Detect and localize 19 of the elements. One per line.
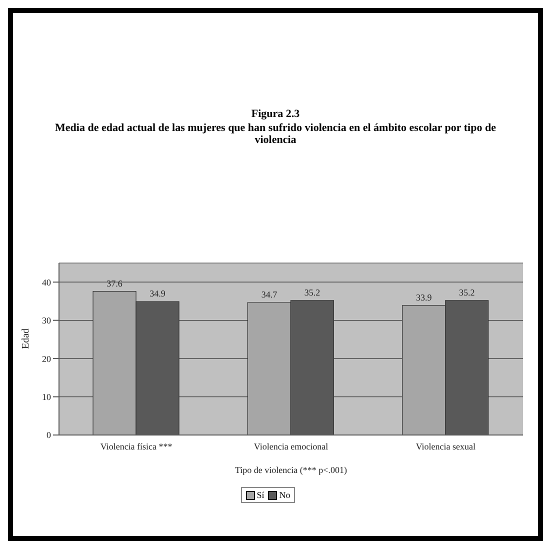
x-tick-label: Violencia física *** <box>100 441 173 452</box>
x-tick-label: Violencia emocional <box>254 441 329 452</box>
chart-subtitle: Media de edad actual de las mujeres que han sufrido violencia en el ámbito escolar por tipo de violencia <box>54 122 497 146</box>
data-label: 35.2 <box>304 287 320 298</box>
legend-label: Sí <box>256 490 264 500</box>
y-tick-label: 10 <box>42 392 52 402</box>
legend-label: No <box>278 490 290 500</box>
y-tick-label: 20 <box>42 354 52 364</box>
data-label: 35.2 <box>458 287 475 298</box>
x-tick-label: Violencia sexual <box>416 441 476 452</box>
x-axis-title: Tipo de violencia (*** p<.001) <box>235 465 347 475</box>
y-axis-title: Edad <box>20 328 32 349</box>
y-tick-label: 30 <box>42 316 52 326</box>
data-label: 34.7 <box>261 289 278 300</box>
y-tick-label: 0 <box>46 430 52 440</box>
y-tick-label: 40 <box>42 277 52 288</box>
chart-title: Figura 2.3 <box>250 108 301 120</box>
data-label: 33.9 <box>416 292 432 302</box>
data-label: 34.9 <box>150 288 166 299</box>
